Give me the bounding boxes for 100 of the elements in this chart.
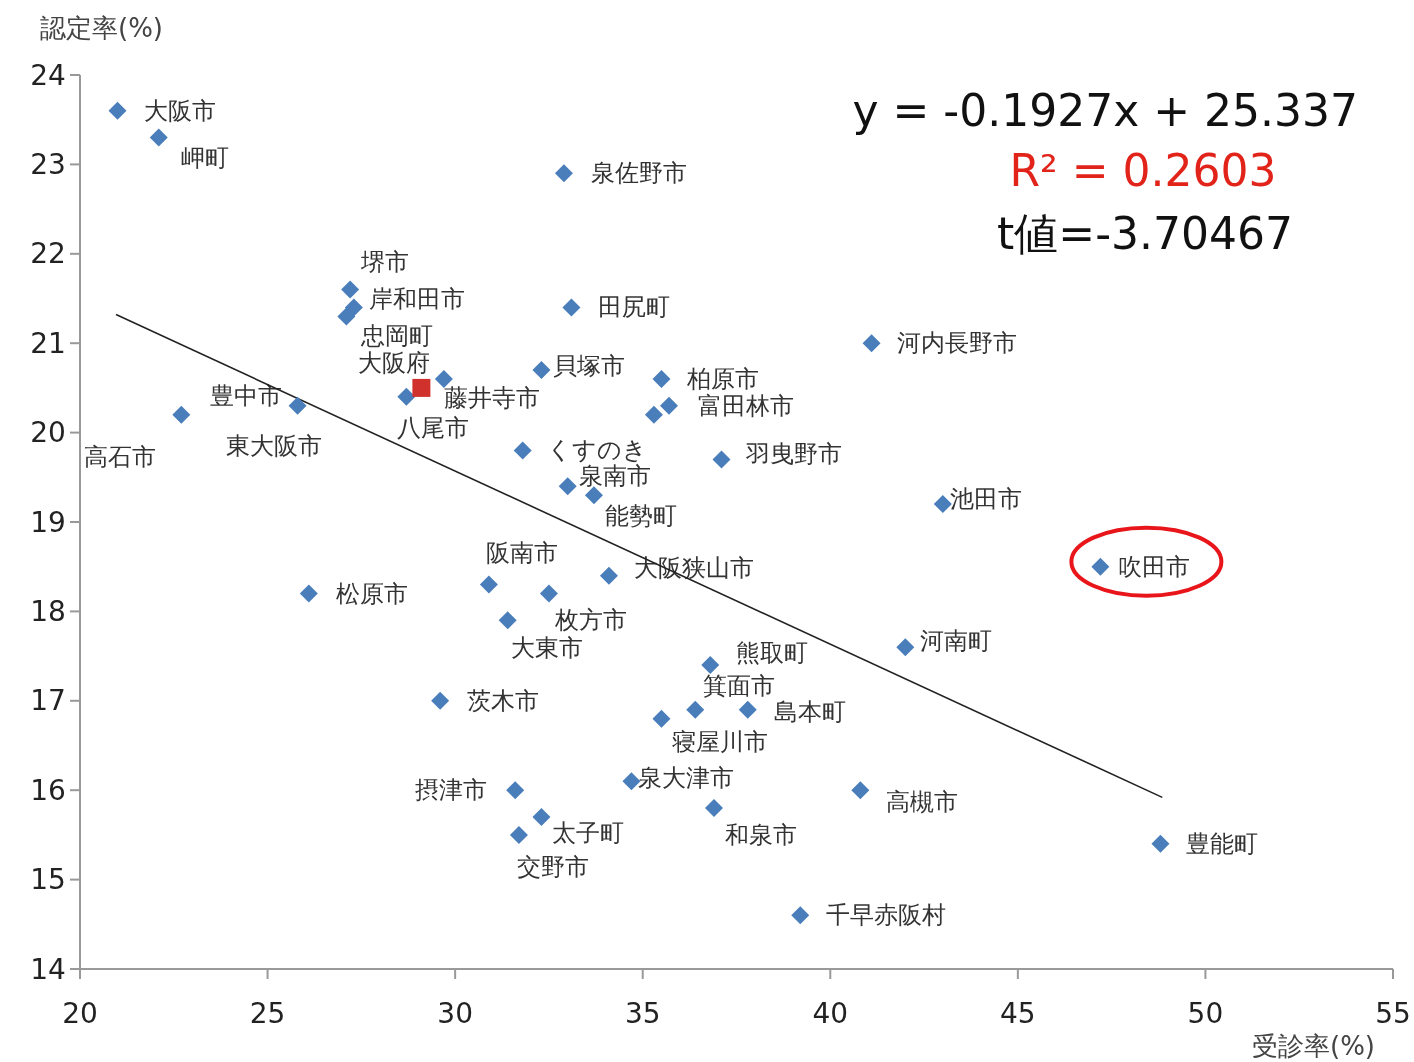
point — [513, 441, 532, 460]
point-label: 大阪府 — [358, 348, 431, 377]
point-label: 太子町 — [552, 819, 625, 847]
point — [434, 369, 453, 388]
point — [498, 611, 517, 630]
point-label: 大阪市 — [143, 96, 216, 125]
point — [558, 477, 577, 496]
point-label: 岬町 — [180, 143, 229, 172]
point — [554, 164, 573, 183]
point — [506, 781, 525, 800]
point-label: 吹田市 — [1118, 552, 1191, 581]
point — [299, 584, 318, 603]
point — [712, 450, 731, 469]
point — [686, 700, 705, 719]
point — [1091, 557, 1110, 576]
point — [337, 307, 356, 326]
point-label: 能勢町 — [604, 502, 677, 531]
point-label: 島本町 — [773, 697, 846, 726]
point — [599, 566, 618, 585]
point-label: 柏原市 — [687, 364, 760, 393]
point — [791, 906, 810, 925]
point-label: 忠岡町 — [361, 322, 434, 351]
point — [539, 584, 558, 603]
point — [896, 638, 915, 657]
point — [704, 799, 723, 818]
point-label: 東大阪市 — [225, 431, 322, 460]
point — [562, 298, 581, 317]
point-label: 高槻市 — [886, 788, 959, 817]
point — [397, 387, 416, 406]
point-label: 河内長野市 — [896, 329, 1017, 358]
xlabel: 受診率(%) — [1252, 1031, 1375, 1061]
point — [431, 691, 450, 710]
point-label: 交野市 — [516, 852, 589, 881]
point-label: 八尾市 — [397, 413, 470, 442]
point-label: 河南町 — [920, 627, 993, 656]
point-label: 岸和田市 — [368, 285, 465, 314]
point — [344, 298, 363, 317]
ytick: 14 — [30, 952, 66, 986]
point — [652, 369, 671, 388]
point-label: 田尻町 — [598, 293, 671, 322]
ylabel: 認定率(%) — [40, 13, 163, 43]
annotation: R² = 0.2603 — [1009, 144, 1277, 196]
point-label: 泉佐野市 — [590, 159, 687, 188]
annotation: y = -0.1927x + 25.337 — [852, 84, 1358, 136]
xtick: 25 — [249, 996, 286, 1030]
point-label: 箕面市 — [703, 671, 776, 700]
point — [652, 709, 671, 728]
point — [701, 656, 720, 675]
point-label: 寝屋川市 — [672, 727, 769, 756]
point — [479, 575, 498, 594]
ytick: 17 — [30, 684, 66, 718]
point-label: 摂津市 — [415, 776, 488, 805]
point-label: 豊能町 — [1186, 829, 1259, 858]
point-label: 千早赤阪村 — [826, 901, 947, 930]
point-label: 泉大津市 — [638, 764, 735, 793]
ytick: 15 — [30, 863, 66, 897]
point — [509, 825, 528, 844]
ytick: 23 — [30, 147, 66, 181]
point — [644, 405, 663, 424]
point — [659, 396, 678, 415]
xtick: 50 — [1187, 996, 1224, 1030]
xtick: 45 — [1000, 996, 1036, 1030]
point — [851, 781, 870, 800]
point — [862, 334, 881, 353]
point — [1151, 834, 1170, 853]
point-label: 堺市 — [361, 247, 410, 276]
xtick: 35 — [624, 996, 661, 1030]
point-label: 羽曳野市 — [746, 440, 843, 469]
point-label: 熊取町 — [736, 639, 809, 668]
point-label: 大東市 — [510, 634, 583, 663]
point — [532, 361, 551, 380]
annotation: t値=-3.70467 — [997, 207, 1293, 259]
xtick: 30 — [437, 996, 473, 1030]
point — [933, 495, 952, 514]
point — [172, 405, 191, 424]
ytick: 20 — [30, 416, 66, 450]
point-label: 阪南市 — [485, 538, 558, 567]
point-label: 泉南市 — [578, 462, 651, 491]
point-label: 貝塚市 — [553, 352, 626, 380]
point-label: 豊中市 — [209, 381, 282, 410]
point-label: 高石市 — [84, 442, 157, 471]
xtick: 55 — [1375, 996, 1411, 1030]
xtick: 20 — [62, 996, 98, 1030]
ytick: 19 — [30, 505, 66, 539]
point — [108, 101, 127, 120]
point — [341, 280, 360, 299]
ytick: 16 — [30, 773, 66, 807]
point — [288, 396, 307, 415]
point-label: くすのき — [546, 436, 647, 465]
ytick: 18 — [30, 594, 66, 628]
xtick: 40 — [812, 996, 849, 1030]
point-label: 富田林市 — [697, 391, 794, 420]
ytick: 24 — [30, 58, 66, 92]
point — [738, 700, 757, 719]
point — [532, 808, 551, 827]
ytick: 22 — [30, 237, 66, 271]
point — [149, 128, 168, 147]
point-label: 枚方市 — [554, 605, 627, 634]
point-label: 藤井寺市 — [443, 383, 540, 412]
point — [584, 486, 603, 505]
